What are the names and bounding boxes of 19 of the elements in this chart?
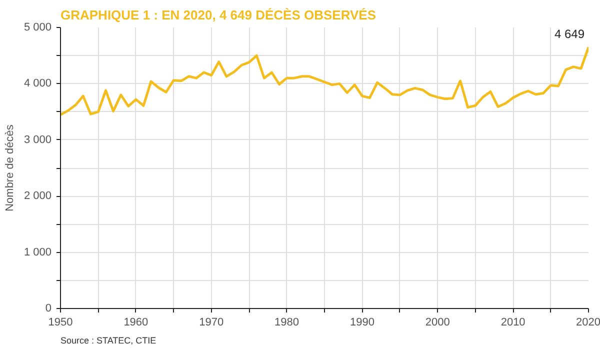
source-note: Source : STATEC, CTIE [60,336,156,346]
line-series [60,46,588,116]
x-tick-label: 1970 [199,316,224,328]
y-tick-label: 0 [45,302,52,314]
x-tick-label: 1960 [124,316,148,328]
x-tick-label: 1950 [48,316,73,328]
y-tick-label: 5 000 [24,22,52,34]
y-tick-label: 2 000 [24,190,52,202]
annotation: 4 649 [554,27,585,42]
y-tick-label: 4 000 [24,78,52,90]
x-tick-label: 2010 [500,316,526,328]
y-tick-label: 3 000 [24,134,52,146]
y-axis-title: Nombre de décès [4,124,16,212]
chart-title: GRAPHIQUE 1 : EN 2020, 4 649 DÉCÈS OBSERVÉS [60,8,376,22]
x-tick-label: 2020 [576,316,600,328]
x-tick-label: 2000 [425,316,450,328]
x-tick-label: 1980 [274,316,300,328]
x-tick-label: 1990 [350,316,374,328]
y-tick-label: 1 000 [24,246,52,258]
